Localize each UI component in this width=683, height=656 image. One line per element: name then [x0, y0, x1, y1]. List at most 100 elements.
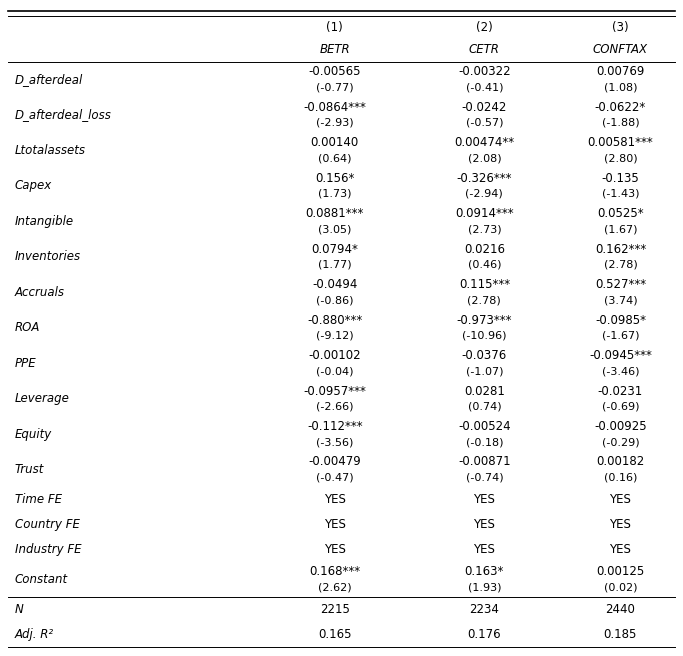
Text: (1): (1) — [326, 21, 343, 34]
Text: (-0.04): (-0.04) — [316, 366, 353, 376]
Text: -0.0242: -0.0242 — [462, 101, 507, 113]
Text: PPE: PPE — [15, 357, 37, 370]
Text: -0.00871: -0.00871 — [458, 455, 511, 468]
Text: (2.80): (2.80) — [604, 154, 637, 163]
Text: (0.16): (0.16) — [604, 472, 637, 483]
Text: (-1.88): (-1.88) — [602, 118, 639, 128]
Text: (-2.66): (-2.66) — [316, 401, 353, 412]
Text: (-0.69): (-0.69) — [602, 401, 639, 412]
Text: -0.0231: -0.0231 — [598, 384, 643, 398]
Text: (-0.29): (-0.29) — [602, 437, 639, 447]
Text: 0.0881***: 0.0881*** — [305, 207, 364, 220]
Text: 0.00581***: 0.00581*** — [587, 136, 653, 149]
Text: -0.00925: -0.00925 — [594, 420, 647, 433]
Text: YES: YES — [473, 493, 495, 506]
Text: BETR: BETR — [320, 43, 350, 56]
Text: -0.326***: -0.326*** — [457, 172, 512, 184]
Text: 0.00125: 0.00125 — [596, 565, 645, 578]
Text: (2.08): (2.08) — [468, 154, 501, 163]
Text: -0.0864***: -0.0864*** — [303, 101, 366, 113]
Text: (3): (3) — [612, 21, 629, 34]
Text: (0.02): (0.02) — [604, 583, 637, 592]
Text: Adj. R²: Adj. R² — [15, 628, 54, 641]
Text: (-1.67): (-1.67) — [602, 331, 639, 340]
Text: (-2.93): (-2.93) — [316, 118, 354, 128]
Text: -0.0494: -0.0494 — [312, 278, 357, 291]
Text: (2.78): (2.78) — [467, 295, 501, 305]
Text: (-1.07): (-1.07) — [466, 366, 503, 376]
Text: YES: YES — [473, 543, 495, 556]
Text: (-0.57): (-0.57) — [466, 118, 503, 128]
Text: 0.527***: 0.527*** — [595, 278, 646, 291]
Text: 0.0281: 0.0281 — [464, 384, 505, 398]
Text: ROA: ROA — [15, 321, 40, 335]
Text: YES: YES — [324, 493, 346, 506]
Text: N: N — [15, 603, 24, 616]
Text: CONFTAX: CONFTAX — [593, 43, 648, 56]
Text: D_afterdeal: D_afterdeal — [15, 73, 83, 86]
Text: (-0.18): (-0.18) — [466, 437, 503, 447]
Text: 0.0216: 0.0216 — [464, 243, 505, 256]
Text: (2.62): (2.62) — [318, 583, 352, 592]
Text: (0.74): (0.74) — [468, 401, 501, 412]
Text: D_afterdeal_loss: D_afterdeal_loss — [15, 108, 112, 121]
Text: 0.0794*: 0.0794* — [311, 243, 358, 256]
Text: 0.00182: 0.00182 — [596, 455, 645, 468]
Text: 0.115***: 0.115*** — [459, 278, 510, 291]
Text: -0.973***: -0.973*** — [457, 314, 512, 327]
Text: (-0.77): (-0.77) — [316, 83, 354, 92]
Text: (3.74): (3.74) — [604, 295, 637, 305]
Text: (1.77): (1.77) — [318, 260, 352, 270]
Text: YES: YES — [324, 518, 346, 531]
Text: 2440: 2440 — [605, 603, 635, 616]
Text: Country FE: Country FE — [15, 518, 80, 531]
Text: Capex: Capex — [15, 180, 52, 192]
Text: (-2.94): (-2.94) — [466, 189, 503, 199]
Text: (-0.86): (-0.86) — [316, 295, 353, 305]
Text: (0.64): (0.64) — [318, 154, 352, 163]
Text: -0.00102: -0.00102 — [309, 349, 361, 362]
Text: YES: YES — [324, 543, 346, 556]
Text: (-10.96): (-10.96) — [462, 331, 507, 340]
Text: 0.176: 0.176 — [468, 628, 501, 641]
Text: (-3.56): (-3.56) — [316, 437, 353, 447]
Text: Ltotalassets: Ltotalassets — [15, 144, 86, 157]
Text: 0.163*: 0.163* — [464, 565, 504, 578]
Text: -0.112***: -0.112*** — [307, 420, 363, 433]
Text: (1.93): (1.93) — [468, 583, 501, 592]
Text: -0.0945***: -0.0945*** — [589, 349, 652, 362]
Text: (2.73): (2.73) — [468, 224, 501, 234]
Text: Equity: Equity — [15, 428, 52, 441]
Text: 0.00474**: 0.00474** — [454, 136, 514, 149]
Text: -0.00524: -0.00524 — [458, 420, 511, 433]
Text: -0.0957***: -0.0957*** — [303, 384, 366, 398]
Text: 0.156*: 0.156* — [315, 172, 354, 184]
Text: -0.0622*: -0.0622* — [595, 101, 646, 113]
Text: Inventories: Inventories — [15, 251, 81, 264]
Text: (-0.41): (-0.41) — [466, 83, 503, 92]
Text: -0.00322: -0.00322 — [458, 65, 511, 78]
Text: (2): (2) — [476, 21, 492, 34]
Text: YES: YES — [609, 493, 631, 506]
Text: -0.0376: -0.0376 — [462, 349, 507, 362]
Text: 2234: 2234 — [469, 603, 499, 616]
Text: (1.08): (1.08) — [604, 83, 637, 92]
Text: 0.0525*: 0.0525* — [597, 207, 643, 220]
Text: Intangible: Intangible — [15, 215, 74, 228]
Text: 0.00769: 0.00769 — [596, 65, 645, 78]
Text: 0.00140: 0.00140 — [311, 136, 359, 149]
Text: (2.78): (2.78) — [604, 260, 637, 270]
Text: YES: YES — [473, 518, 495, 531]
Text: Accruals: Accruals — [15, 286, 65, 299]
Text: 0.0914***: 0.0914*** — [455, 207, 514, 220]
Text: Leverage: Leverage — [15, 392, 70, 405]
Text: 0.162***: 0.162*** — [595, 243, 646, 256]
Text: -0.135: -0.135 — [602, 172, 639, 184]
Text: Constant: Constant — [15, 573, 68, 586]
Text: YES: YES — [609, 543, 631, 556]
Text: (-9.12): (-9.12) — [316, 331, 354, 340]
Text: -0.00565: -0.00565 — [309, 65, 361, 78]
Text: (-0.74): (-0.74) — [466, 472, 503, 483]
Text: -0.00479: -0.00479 — [308, 455, 361, 468]
Text: Industry FE: Industry FE — [15, 543, 81, 556]
